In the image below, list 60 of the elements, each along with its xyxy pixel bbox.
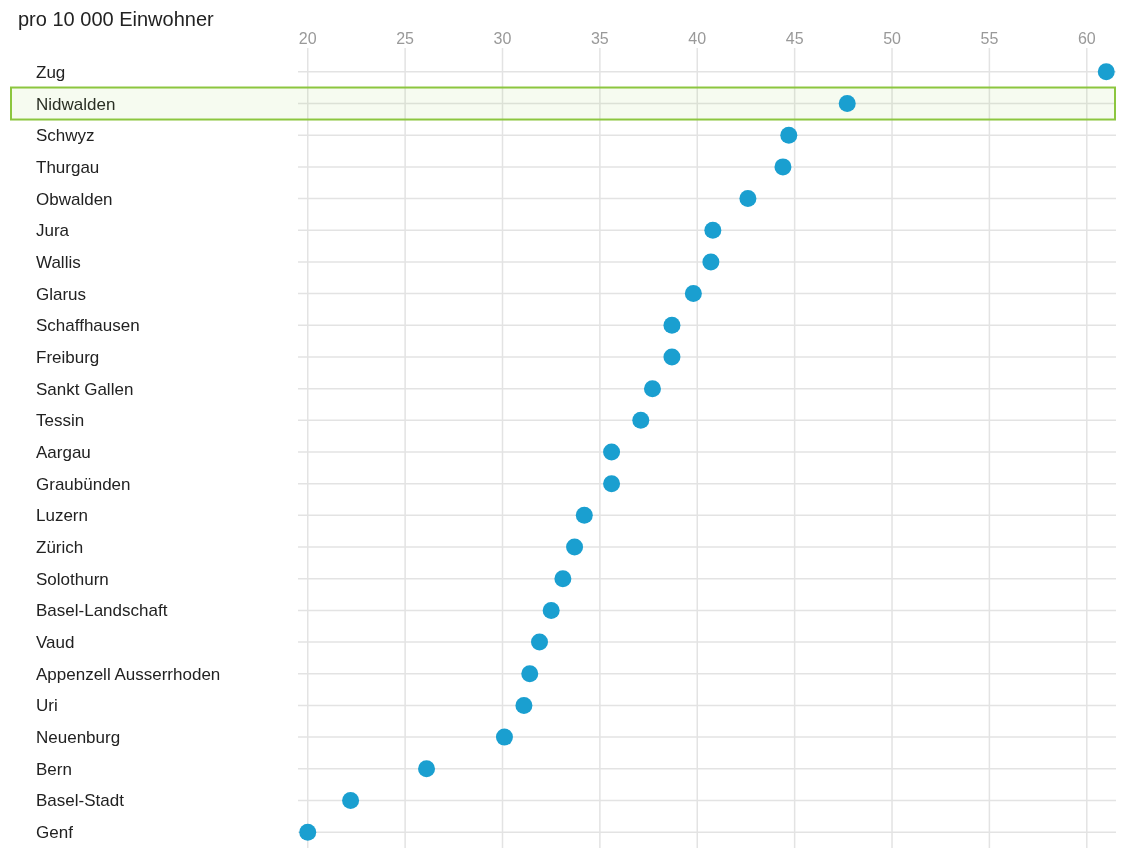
y-tick-label: Zürich (36, 538, 84, 558)
y-tick-label: Obwalden (36, 189, 113, 209)
y-tick-label: Basel-Landschaft (36, 601, 168, 621)
point (838, 95, 856, 113)
y-tick-label: Aargau (36, 443, 91, 462)
point (632, 411, 650, 429)
y-tick-label: Solothurn (36, 569, 109, 589)
point (542, 601, 560, 619)
y-tick-label: Sankt Gallen (36, 379, 134, 399)
point (1097, 63, 1115, 81)
point (566, 538, 584, 556)
point (418, 760, 436, 778)
y-tick-label: Schwyz (36, 126, 95, 146)
y-tick-label: Glarus (36, 284, 87, 304)
x-tick-label: 40 (688, 30, 707, 47)
point (739, 190, 757, 208)
point (342, 791, 360, 809)
point (575, 506, 593, 524)
y-tick-label: Nidwalden (36, 94, 116, 114)
y-tick-label: Basel-Stadt (36, 791, 125, 811)
point (554, 570, 572, 588)
y-tick-label: Tessin (36, 411, 85, 431)
point (515, 696, 533, 714)
y-tick-label: Schaffhausen (36, 316, 140, 336)
y-tick-label: Freiburg (36, 347, 100, 367)
x-tick-label: 60 (1077, 30, 1096, 47)
x-tick-label: 45 (785, 30, 804, 47)
point (521, 665, 539, 683)
y-tick-label: Vaud (36, 633, 75, 653)
point (531, 633, 549, 651)
point (702, 253, 720, 271)
point (663, 348, 681, 366)
point (780, 126, 798, 144)
point (704, 221, 722, 239)
y-tick-label: Graubünden (36, 474, 131, 494)
y-tick-label: Uri (36, 696, 58, 716)
x-tick-label: 35 (590, 30, 609, 47)
x-tick-label: 50 (883, 30, 902, 47)
y-tick-label: Genf (36, 823, 74, 843)
y-tick-label: Jura (36, 221, 70, 241)
point (299, 823, 317, 841)
point (495, 728, 513, 746)
y-tick-label: Luzern (36, 506, 88, 526)
text: pro 10 000 Einwohner (18, 8, 215, 30)
y-tick-label: Bern (36, 759, 72, 779)
x-tick-label: 55 (980, 30, 999, 47)
point (643, 380, 661, 398)
point (603, 443, 621, 461)
x-tick-label: 30 (493, 30, 512, 47)
y-tick-label: Appenzell Ausserrhoden (36, 664, 221, 684)
point (603, 475, 621, 493)
point (684, 285, 702, 303)
x-tick-label: 20 (298, 30, 317, 47)
y-tick-label: Thurgau (36, 157, 100, 177)
y-tick-label: Neuenburg (36, 728, 121, 748)
point (774, 158, 792, 176)
y-tick-label: Wallis (36, 252, 81, 272)
y-tick-label: Zug (36, 62, 66, 82)
point (663, 316, 681, 334)
x-tick-label: 25 (396, 30, 415, 47)
